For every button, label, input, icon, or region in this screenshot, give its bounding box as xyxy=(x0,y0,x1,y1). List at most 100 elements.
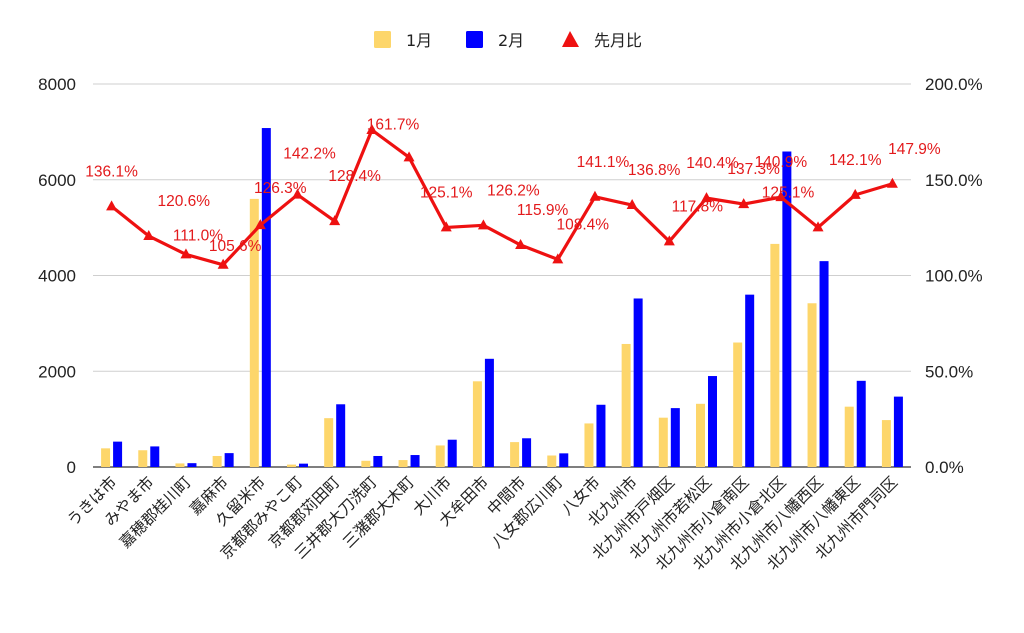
bar-jan xyxy=(361,460,371,467)
ratio-data-label: 125.1% xyxy=(762,184,815,201)
ratio-data-label: 111.0% xyxy=(173,227,223,244)
ratio-point xyxy=(403,151,415,162)
bar-jan xyxy=(435,445,445,467)
bar-feb xyxy=(150,446,160,467)
bar-feb xyxy=(633,298,643,467)
ratio-data-label: 105.6% xyxy=(209,238,262,255)
ratio-point xyxy=(292,188,303,199)
bar-feb xyxy=(336,404,346,467)
bar-jan xyxy=(584,423,594,467)
left-axis-tick-label: 4000 xyxy=(38,267,76,286)
right-axis-tick-label: 150.0% xyxy=(925,171,983,190)
bar-feb xyxy=(708,376,717,467)
right-axis-tick-label: 100.0% xyxy=(925,267,983,286)
bar-feb xyxy=(819,261,829,467)
ratio-data-label: 140.9% xyxy=(755,154,808,171)
ratio-data-label: 141.1% xyxy=(577,154,630,171)
ratio-data-label: 108.4% xyxy=(556,216,609,233)
right-axis-tick-label: 0.0% xyxy=(925,458,964,477)
data-labels: 136.1% 120.6% 111.0%105.6% 126.3% 142.2% 128.… xyxy=(85,116,941,254)
bar-jan xyxy=(324,418,334,467)
bar-jan xyxy=(844,406,854,467)
bar-feb xyxy=(596,404,606,467)
legend-swatch xyxy=(466,31,483,48)
legend-label: 1月 xyxy=(406,31,432,50)
bar-feb xyxy=(113,441,123,467)
ratio-point xyxy=(663,235,675,246)
bar-feb xyxy=(559,453,569,467)
left-axis-tick-label: 0 xyxy=(67,458,76,477)
bar-feb xyxy=(893,396,903,467)
ratio-data-label: 126.3% xyxy=(254,180,307,197)
bar-feb xyxy=(299,463,308,467)
ratio-point xyxy=(738,198,750,209)
bar-jan xyxy=(287,464,296,467)
bar-jan xyxy=(510,442,520,467)
bar-feb xyxy=(670,408,680,467)
ratio-data-label: 125.1% xyxy=(420,184,473,201)
ratio-data-label: 126.2% xyxy=(487,182,540,199)
right-axis: 0.0% 50.0% 100.0% 150.0% 200.0% xyxy=(925,75,983,477)
bar-jan xyxy=(696,403,705,467)
bar-feb xyxy=(856,380,866,467)
ratio-point xyxy=(775,191,787,202)
bar-jan xyxy=(249,198,259,467)
bar-feb xyxy=(410,455,420,467)
ratio-point xyxy=(812,221,824,232)
ratio-point xyxy=(477,219,489,230)
bar-jan xyxy=(398,460,408,467)
bar-jan xyxy=(212,455,222,467)
category-labels: うきは市みやま市嘉穂郡桂川町嘉麻市久留米市京都郡みやこ町京都郡苅田町三井郡大刀洗… xyxy=(64,472,901,573)
left-axis-tick-label: 8000 xyxy=(38,75,76,94)
bar-jan xyxy=(621,343,631,467)
ratio-data-label: 120.6% xyxy=(157,193,210,210)
left-axis: 0 2000 4000 6000 8000 xyxy=(38,75,76,477)
legend-triangle xyxy=(562,31,579,47)
ratio-point xyxy=(254,219,266,230)
ratio-data-label: 142.1% xyxy=(829,152,882,169)
bar-feb xyxy=(782,151,792,467)
ratio-data-label: 140.4% xyxy=(686,155,739,172)
right-axis-tick-label: 50.0% xyxy=(925,362,973,381)
bar-jan xyxy=(472,381,482,467)
bar-feb xyxy=(261,128,271,468)
right-axis-tick-label: 200.0% xyxy=(925,75,983,94)
ratio-data-label: 161.7% xyxy=(367,116,420,133)
legend-label: 2月 xyxy=(498,31,524,50)
ratio-line-path xyxy=(110,128,893,267)
bar-jan xyxy=(807,303,817,467)
ratio-point xyxy=(366,123,378,134)
left-axis-tick-label: 6000 xyxy=(38,171,76,190)
ratio-point xyxy=(849,188,861,199)
ratio-point xyxy=(143,230,155,241)
ratio-data-label: 142.2% xyxy=(283,146,336,163)
bar-jan xyxy=(733,342,743,467)
left-axis-tick-label: 2000 xyxy=(38,362,76,381)
ratio-point xyxy=(329,215,341,226)
ratio-point xyxy=(589,190,601,201)
legend: 1月 2月 先月比 xyxy=(374,31,642,50)
legend-swatch xyxy=(374,31,391,48)
bar-feb xyxy=(224,453,234,467)
ratio-line xyxy=(106,123,898,269)
ratio-data-label: 117.8% xyxy=(672,198,724,215)
bar-feb xyxy=(187,463,197,467)
legend-label: 先月比 xyxy=(594,31,642,50)
ratio-data-label: 136.8% xyxy=(628,162,681,179)
ratio-data-label: 128.4% xyxy=(328,168,381,185)
ratio-data-label: 115.9% xyxy=(517,202,569,219)
ratio-data-label: 137.3% xyxy=(727,161,780,178)
bar-jan xyxy=(101,448,111,467)
bars xyxy=(101,128,903,468)
ratio-data-label: 147.9% xyxy=(888,141,941,158)
bar-jan xyxy=(138,450,148,467)
ratio-data-label: 136.1% xyxy=(85,163,138,180)
bar-jan xyxy=(658,417,668,467)
ratio-point xyxy=(515,239,527,250)
ratio-point xyxy=(626,199,638,210)
bar-jan xyxy=(175,463,185,467)
ratio-point xyxy=(701,192,712,203)
ratio-point xyxy=(886,177,898,188)
ratio-point xyxy=(552,253,564,264)
